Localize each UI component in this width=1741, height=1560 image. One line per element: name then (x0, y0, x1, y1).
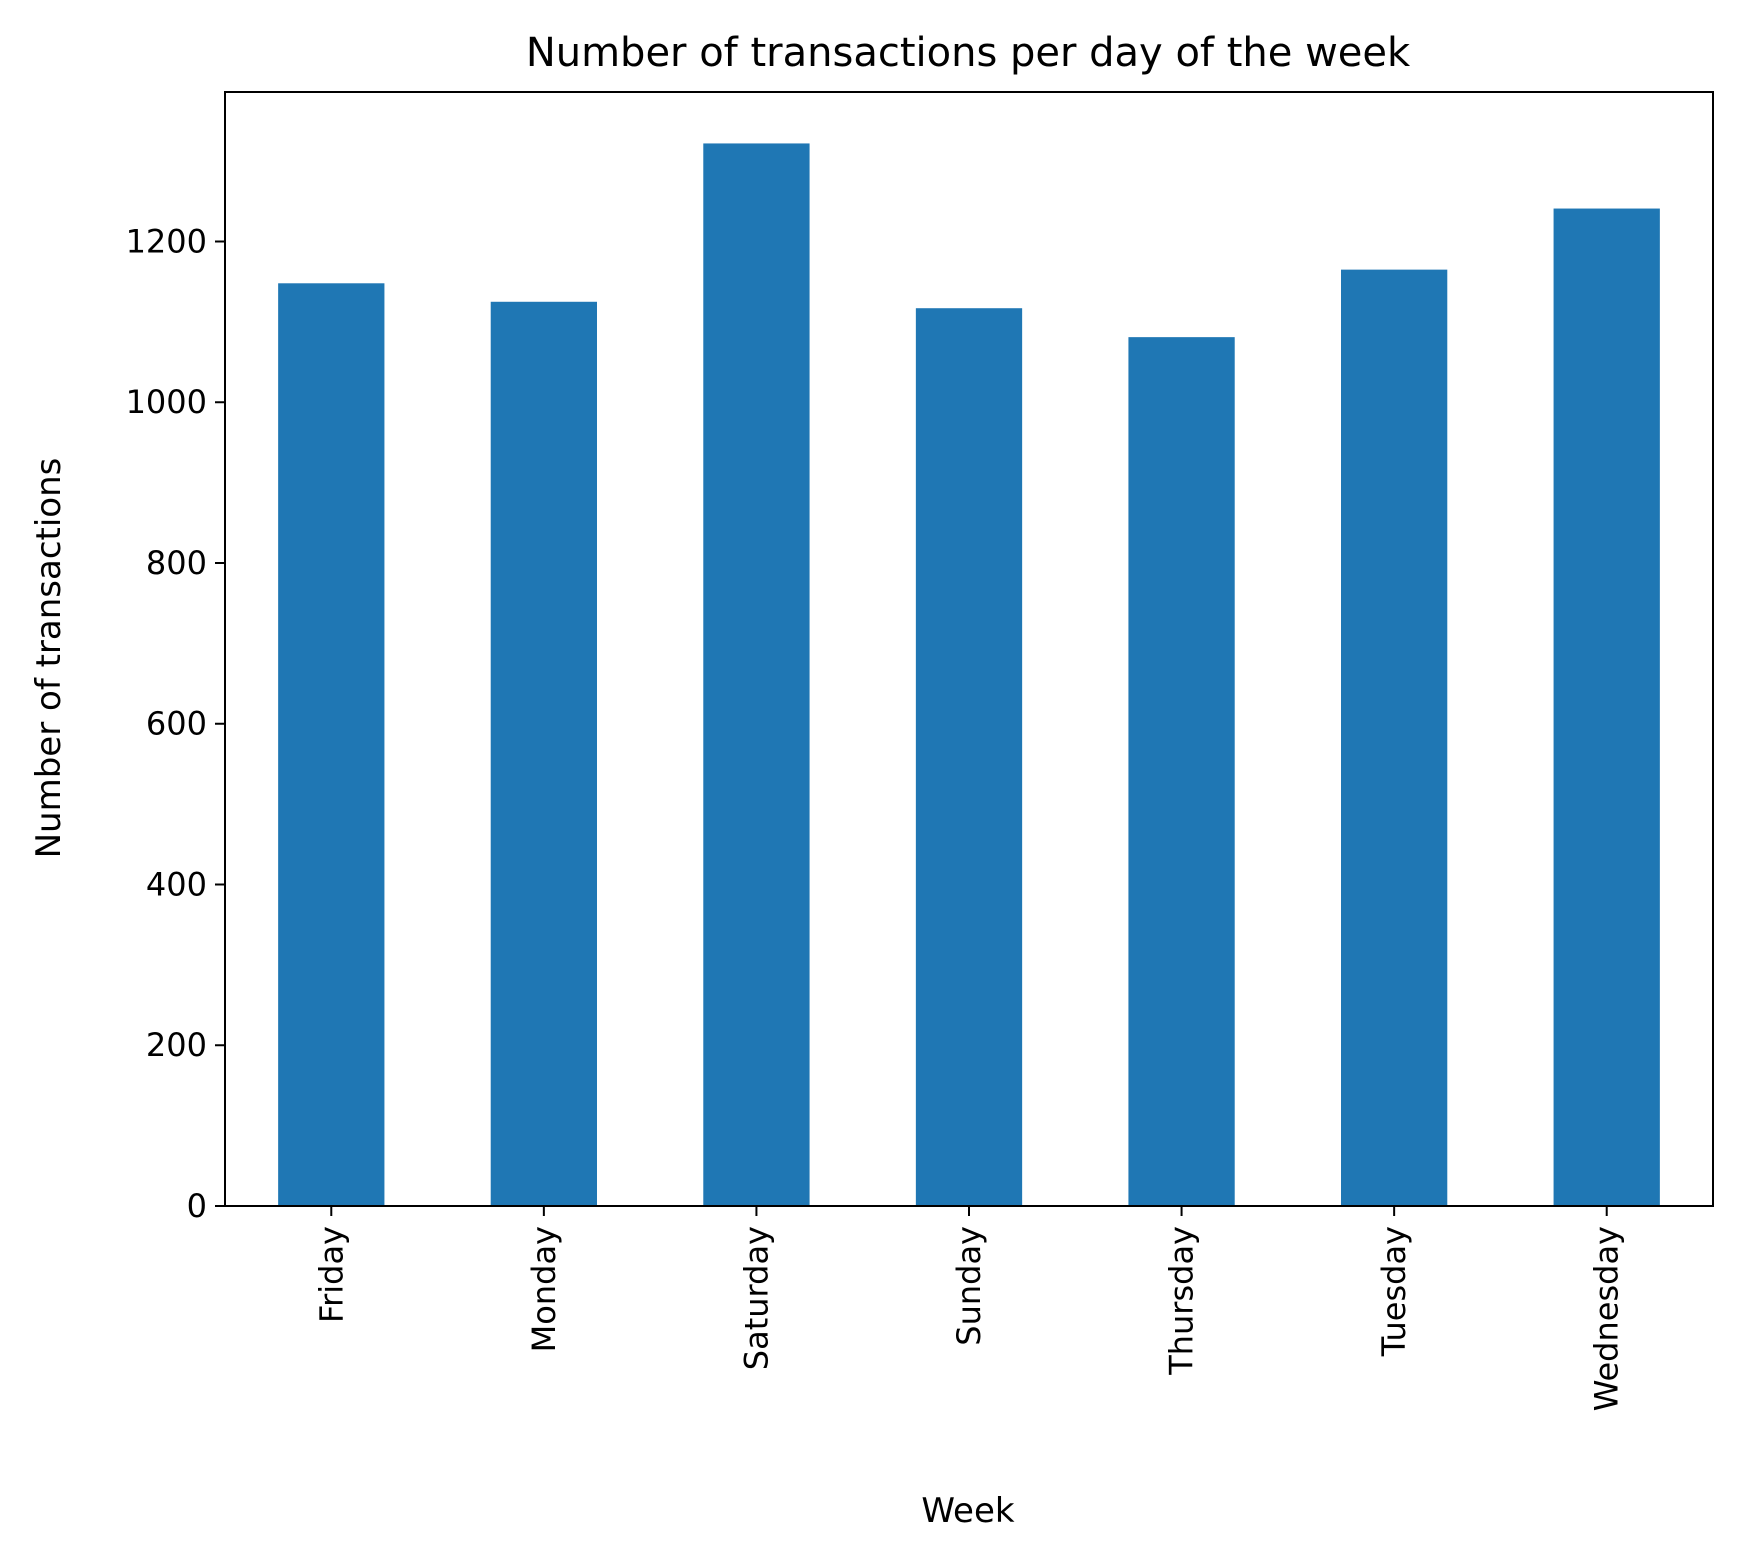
x-axis-label: Week (921, 1491, 1014, 1531)
bar-monday (490, 301, 597, 1206)
x-tick-label: Tuesday (1375, 1226, 1413, 1357)
x-axis: Friday Monday Saturday Sunday Thursday Tuesda… (312, 1206, 1626, 1411)
x-tick-label: Sunday (950, 1226, 988, 1346)
bar-sunday (915, 308, 1023, 1206)
bar-wednesday (1553, 208, 1660, 1206)
y-axis-label: Number of transactions (29, 458, 69, 859)
y-axis: 0 200 400 600 800 1000 1200 (126, 222, 225, 1225)
x-tick-label: Friday (312, 1226, 350, 1323)
bar-friday (278, 283, 385, 1206)
bar-saturday (703, 143, 810, 1207)
bar-thursday (1128, 337, 1235, 1206)
plot-frame (224, 91, 1714, 1207)
y-tick-label: 800 (146, 544, 207, 582)
y-tick-label: 1000 (126, 383, 207, 421)
bar-tuesday (1341, 269, 1448, 1206)
bars-group (278, 143, 1660, 1207)
x-tick-label: Saturday (737, 1226, 775, 1370)
x-tick-label: Thursday (1163, 1226, 1201, 1376)
x-tick-label: Wednesday (1588, 1226, 1626, 1411)
y-tick-label: 400 (146, 865, 207, 903)
y-tick-label: 600 (146, 705, 207, 743)
x-tick-label: Monday (525, 1226, 563, 1352)
y-tick-label: 0 (187, 1187, 207, 1225)
y-tick-label: 1200 (126, 222, 207, 260)
chart-title: Number of transactions per day of the we… (526, 30, 1411, 76)
y-tick-label: 200 (146, 1026, 207, 1064)
